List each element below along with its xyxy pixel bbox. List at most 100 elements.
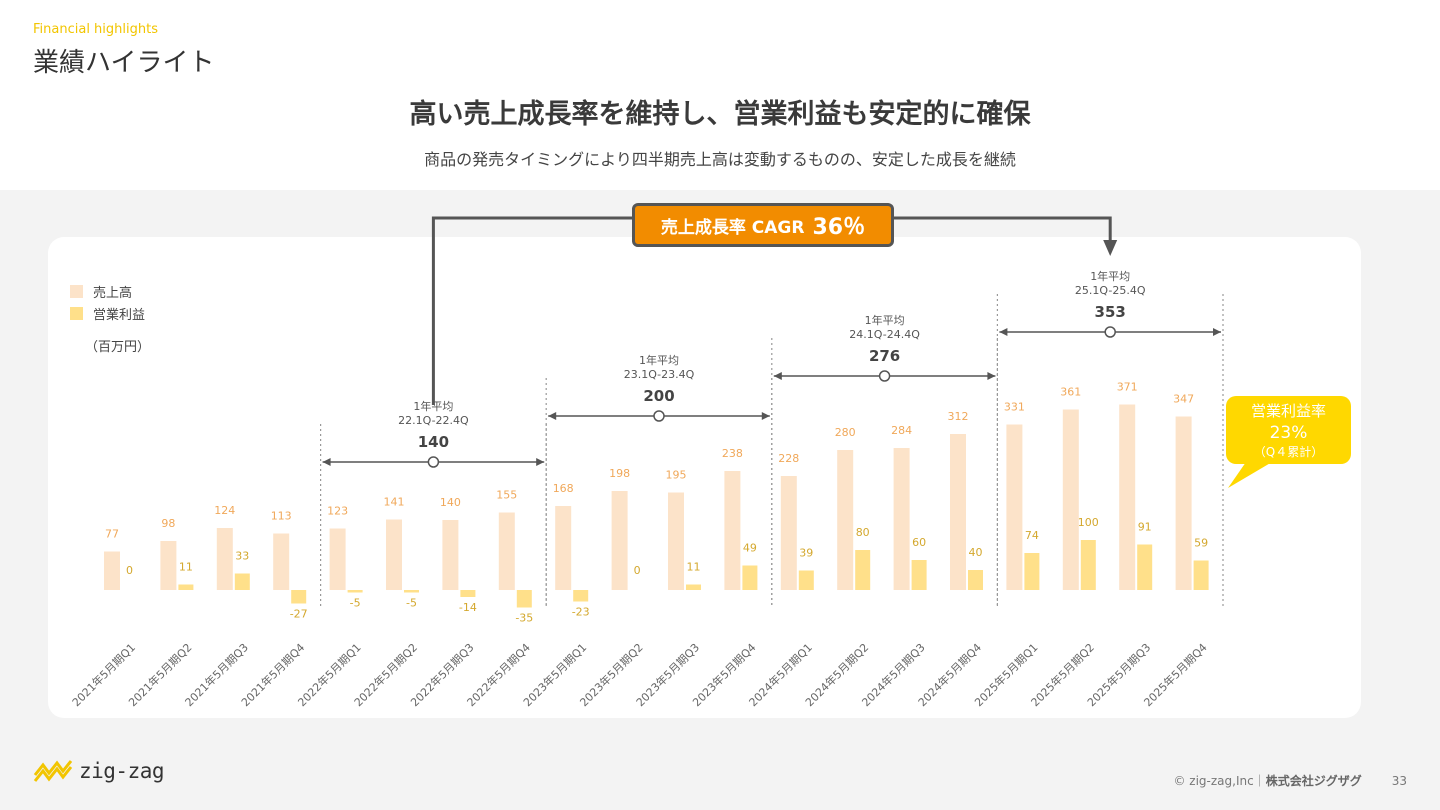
sales-value-label: 77 — [105, 528, 119, 541]
sales-bar — [442, 520, 459, 590]
op-profit-value-label: 40 — [969, 546, 983, 559]
op-profit-value-label: -5 — [406, 597, 417, 610]
op-profit-bar — [742, 565, 758, 590]
average-arrowhead-right — [536, 458, 545, 466]
average-period: 22.1Q-22.4Q — [398, 414, 469, 427]
unit-label: （百万円） — [85, 340, 151, 355]
op-profit-bar — [968, 570, 983, 590]
op-profit-bar — [1024, 553, 1040, 590]
op-profit-bar — [686, 584, 701, 590]
op-profit-bar — [404, 590, 419, 593]
op-profit-value-label: 74 — [1025, 529, 1039, 542]
op-profit-value-label: 80 — [856, 526, 870, 539]
sales-value-label: 331 — [1004, 401, 1025, 414]
sales-bar — [950, 434, 966, 590]
sales-value-label: 195 — [666, 469, 687, 482]
op-profit-bar — [347, 590, 363, 593]
average-value: 140 — [418, 433, 449, 451]
cagr-arrowhead — [1103, 240, 1118, 256]
sales-value-label: 347 — [1173, 393, 1194, 406]
chart-card — [48, 237, 1361, 718]
average-arrowhead-left — [773, 372, 782, 380]
op-profit-value-label: 0 — [126, 564, 133, 577]
op-profit-bar — [460, 590, 476, 597]
op-profit-value-label: 11 — [179, 561, 193, 574]
sales-bar — [780, 476, 797, 590]
average-label: 1年平均 — [639, 353, 679, 367]
op-profit-value-label: 33 — [235, 550, 249, 563]
sales-bar — [104, 551, 120, 590]
op-profit-bar — [573, 590, 589, 602]
average-arrowhead-right — [987, 372, 996, 380]
subheadline: 商品の発売タイミングにより四半期売上高は変動するものの、安定した成長を継続 — [424, 150, 1016, 169]
sales-value-label: 141 — [384, 496, 405, 509]
sales-value-label: 284 — [891, 424, 912, 437]
average-value: 200 — [643, 387, 674, 405]
op-profit-bar — [178, 584, 194, 590]
average-period: 23.1Q-23.4Q — [624, 368, 695, 381]
sales-value-label: 238 — [722, 447, 743, 460]
op-profit-value-label: -14 — [459, 601, 477, 614]
margin-label: 営業利益率 — [1250, 402, 1326, 420]
op-profit-value-label: 0 — [634, 564, 641, 577]
op-profit-bar — [1080, 540, 1096, 590]
op-profit-value-label: 60 — [912, 536, 926, 549]
cagr-label: 売上成長率 CAGR — [660, 217, 805, 238]
sales-bar — [893, 448, 910, 590]
op-profit-value-label: -35 — [515, 612, 533, 625]
average-label: 1年平均 — [1090, 269, 1130, 283]
sales-bar — [160, 541, 177, 590]
average-arrowhead-left — [548, 412, 557, 420]
average-marker — [427, 456, 440, 468]
op-profit-bar — [1137, 544, 1153, 590]
headline: 高い売上成長率を維持し、営業利益も安定的に確保 — [409, 99, 1031, 130]
op-profit-bar — [516, 590, 532, 608]
page-number: 33 — [1391, 774, 1407, 788]
op-profit-bar — [1193, 560, 1209, 590]
sales-bar — [216, 528, 233, 590]
average-period: 24.1Q-24.4Q — [849, 328, 920, 341]
logo-text: zig-zag — [79, 759, 165, 783]
op-profit-value-label: -23 — [572, 606, 590, 619]
sales-bar — [837, 450, 854, 590]
company-logo: zig-zag — [33, 755, 165, 787]
page-title: 業績ハイライト — [33, 48, 215, 78]
op-profit-value-label: -5 — [350, 597, 361, 610]
sales-value-label: 371 — [1117, 381, 1138, 394]
average-period: 25.1Q-25.4Q — [1075, 284, 1146, 297]
sales-value-label: 98 — [161, 517, 175, 530]
average-marker — [878, 370, 891, 382]
legend-label-op-profit: 営業利益 — [93, 307, 146, 323]
sales-bar — [1175, 416, 1192, 590]
op-profit-bar — [234, 573, 250, 590]
op-profit-value-label: 49 — [743, 542, 757, 555]
sales-bar — [1062, 409, 1079, 590]
average-label: 1年平均 — [413, 399, 453, 413]
average-label: 1年平均 — [865, 313, 905, 327]
sales-value-label: 123 — [327, 505, 348, 518]
cagr-connector-left — [431, 216, 632, 405]
average-value: 353 — [1095, 303, 1126, 321]
legend-swatch-sales — [70, 284, 83, 298]
sales-value-label: 198 — [609, 467, 630, 480]
sales-value-label: 140 — [440, 496, 461, 509]
op-profit-value-label: 11 — [687, 561, 701, 574]
sales-bar — [386, 519, 402, 590]
margin-callout-tail — [1228, 462, 1272, 488]
chart-legend: 売上高 営業利益 — [70, 280, 145, 324]
average-marker — [1104, 326, 1116, 338]
sales-value-label: 155 — [496, 489, 517, 502]
zigzag-logo-icon — [33, 760, 73, 782]
legend-label-sales: 売上高 — [93, 285, 133, 301]
op-profit-value-label: 39 — [799, 547, 813, 560]
margin-value: 23% — [1269, 423, 1308, 443]
cagr-value: 36％ — [812, 215, 866, 240]
sales-bar — [555, 506, 572, 590]
sales-bar — [498, 512, 515, 590]
average-value: 276 — [869, 347, 900, 365]
margin-callout: 営業利益率 23% （Q４累計） — [1226, 396, 1351, 464]
average-marker — [653, 410, 665, 422]
op-profit-bar — [855, 550, 871, 590]
op-profit-value-label: -27 — [290, 608, 308, 621]
